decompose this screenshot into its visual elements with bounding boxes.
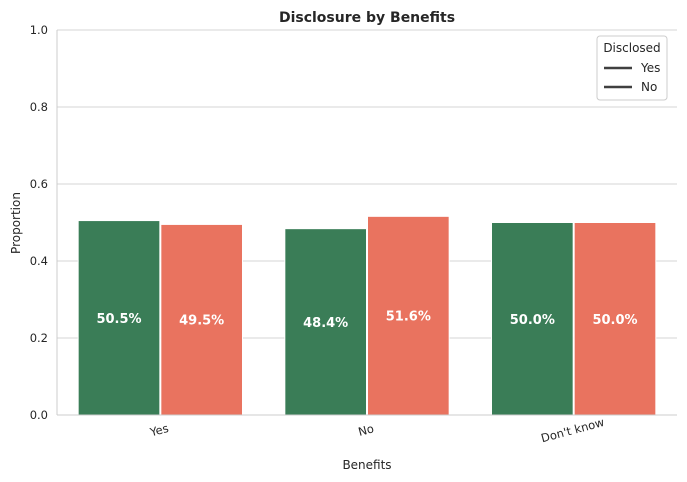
y-tick-label: 1.0: [30, 23, 48, 37]
bar-1-1: [367, 215, 450, 416]
y-tick-label: 0.8: [30, 100, 48, 114]
legend: Disclosed Yes No: [596, 35, 668, 101]
x-axis-label: Benefits: [342, 458, 391, 472]
x-tick-label: No: [357, 421, 376, 439]
chart-title: Disclosure by Benefits: [279, 10, 455, 26]
axes: [56, 30, 677, 416]
bar-labels: 50.5% 49.5% 48.4% 51.6% 50.0% 50.0%: [96, 310, 637, 331]
legend-entry-no: No: [641, 80, 657, 94]
x-tick-label: Yes: [148, 421, 171, 440]
y-tick-label: 0.0: [30, 408, 48, 422]
legend-entry-yes: Yes: [640, 61, 660, 75]
x-tick-label: Don't know: [539, 415, 605, 445]
bar-value-label: 50.5%: [96, 312, 141, 327]
y-tick-label: 0.6: [30, 177, 48, 191]
bar-2-1: [573, 222, 657, 416]
legend-title: Disclosed: [603, 41, 660, 55]
bar-1-0: [284, 228, 368, 416]
bar-value-label: 48.4%: [303, 316, 348, 331]
bar-0-1: [160, 223, 243, 416]
bar-value-label: 50.0%: [592, 313, 637, 328]
bar-value-label: 50.0%: [510, 313, 555, 328]
bar-2-0: [491, 222, 574, 416]
bar-value-label: 49.5%: [179, 314, 224, 329]
y-tick-label: 0.4: [30, 254, 48, 268]
y-axis-label: Proportion: [9, 192, 23, 254]
bars: [77, 215, 657, 416]
y-tick-label: 0.2: [30, 331, 48, 345]
bar-value-label: 51.6%: [386, 310, 431, 325]
